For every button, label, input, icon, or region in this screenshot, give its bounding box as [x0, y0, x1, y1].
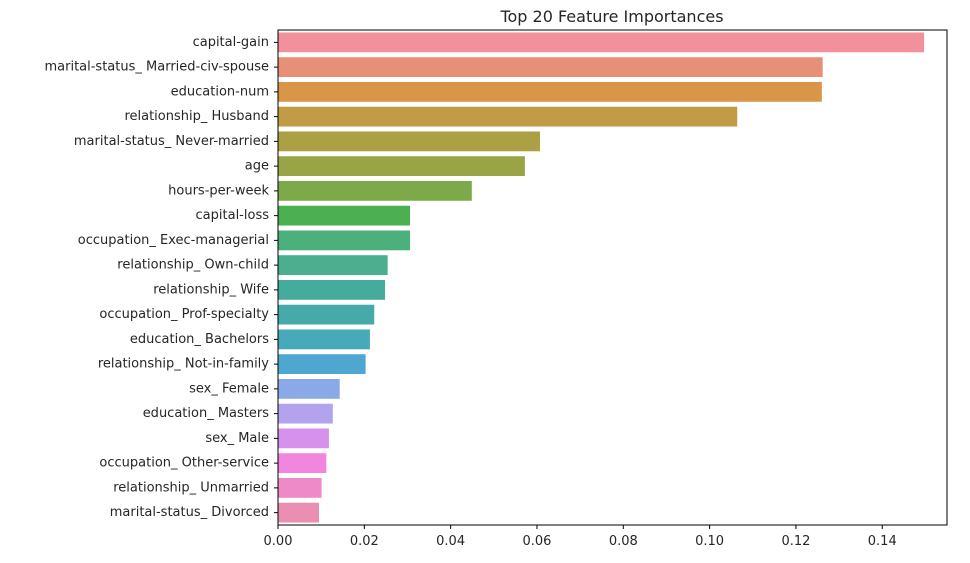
y-tick-label: hours-per-week — [168, 183, 269, 198]
bar-12 — [278, 329, 370, 350]
y-tick-label: age — [245, 159, 269, 174]
x-tick-label: 0.10 — [695, 534, 724, 549]
y-tick-label: sex_ Male — [205, 431, 269, 446]
bar-19 — [278, 502, 320, 523]
y-tick-label: relationship_ Own-child — [117, 258, 269, 273]
y-tick-labels: capital-gain marital-status_ Married-civ-… — [44, 35, 278, 520]
bars-group — [278, 32, 925, 523]
bar-7 — [278, 205, 411, 226]
bar-6 — [278, 180, 472, 201]
bar-5 — [278, 156, 525, 177]
x-tick-label: 0.08 — [609, 534, 638, 549]
x-tick-label: 0.04 — [436, 534, 465, 549]
y-tick-label: marital-status_ Never-married — [74, 134, 269, 149]
bar-15 — [278, 403, 333, 424]
y-tick-label: relationship_ Husband — [124, 109, 269, 124]
bar-13 — [278, 354, 366, 375]
bar-4 — [278, 131, 540, 152]
y-tick-label: sex_ Female — [189, 381, 269, 396]
x-tick-label: 0.14 — [868, 534, 897, 549]
bar-16 — [278, 428, 329, 449]
x-tick-label: 0.06 — [522, 534, 551, 549]
y-tick-label: capital-loss — [196, 208, 270, 223]
x-tick-label: 0.00 — [264, 534, 293, 549]
y-tick-label: education_ Masters — [143, 406, 270, 421]
y-tick-label: education_ Bachelors — [130, 332, 269, 347]
bar-8 — [278, 230, 411, 251]
bar-0 — [278, 32, 925, 53]
y-tick-label: relationship_ Not-in-family — [98, 357, 269, 372]
plot-frame — [277, 29, 948, 526]
x-tick-label: 0.12 — [781, 534, 810, 549]
x-ticks: 0.00 0.02 0.04 0.06 0.08 0.10 0.12 0.14 — [264, 525, 897, 549]
y-tick-label: occupation_ Other-service — [99, 456, 269, 471]
bar-3 — [278, 106, 738, 127]
bar-14 — [278, 378, 340, 399]
y-tick-label: occupation_ Prof-specialty — [99, 307, 269, 322]
y-tick-label: relationship_ Unmarried — [113, 480, 269, 495]
bar-2 — [278, 81, 822, 102]
bar-1 — [278, 57, 823, 78]
bar-10 — [278, 279, 386, 300]
bar-18 — [278, 477, 322, 498]
y-tick-label: marital-status_ Divorced — [110, 505, 269, 520]
y-tick-label: marital-status_ Married-civ-spouse — [44, 60, 269, 75]
x-tick-label: 0.02 — [350, 534, 379, 549]
y-tick-label: relationship_ Wife — [153, 282, 269, 297]
bar-9 — [278, 255, 388, 276]
y-tick-label: education-num — [171, 84, 269, 99]
bar-17 — [278, 453, 327, 474]
bar-11 — [278, 304, 375, 325]
y-tick-label: occupation_ Exec-managerial — [78, 233, 269, 248]
chart-title: Top 20 Feature Importances — [499, 7, 723, 26]
y-tick-label: capital-gain — [193, 35, 269, 50]
